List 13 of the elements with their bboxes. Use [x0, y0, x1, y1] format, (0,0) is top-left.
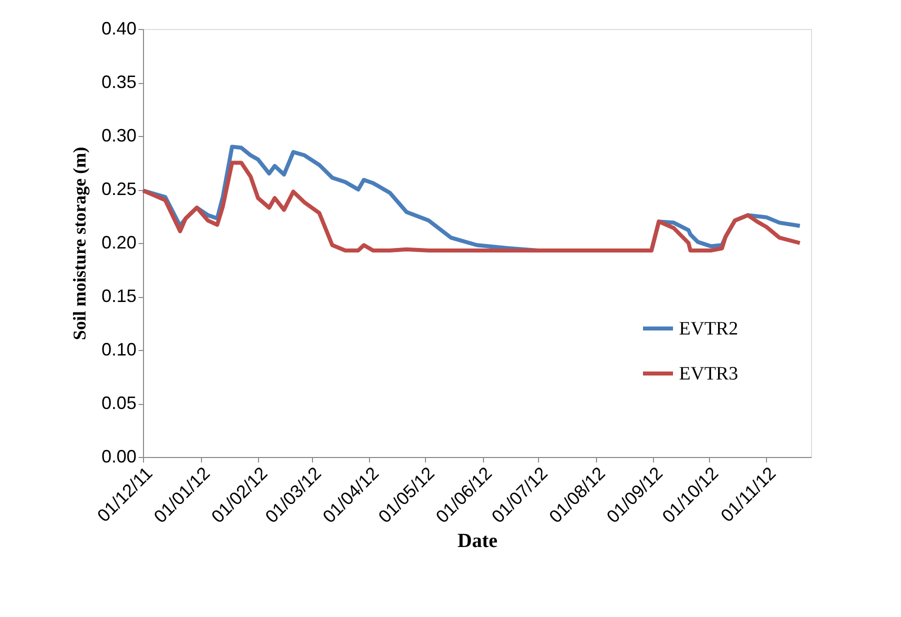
y-tick-label: 0.00 — [101, 446, 136, 466]
y-axis-title: Soil moisture storage (m) — [69, 146, 90, 340]
y-tick-label: 0.05 — [101, 393, 136, 413]
y-tick-label: 0.15 — [101, 286, 136, 306]
y-tick-label: 0.25 — [101, 179, 136, 199]
y-tick-label: 0.30 — [101, 126, 136, 146]
x-axis-title: Date — [458, 530, 498, 552]
y-tick-label: 0.40 — [101, 18, 136, 38]
y-tick-label: 0.20 — [101, 232, 136, 252]
legend-label: EVTR3 — [679, 363, 738, 384]
y-tick-label: 0.35 — [101, 72, 136, 92]
legend-label: EVTR2 — [679, 318, 738, 340]
y-tick-label: 0.10 — [101, 340, 136, 360]
